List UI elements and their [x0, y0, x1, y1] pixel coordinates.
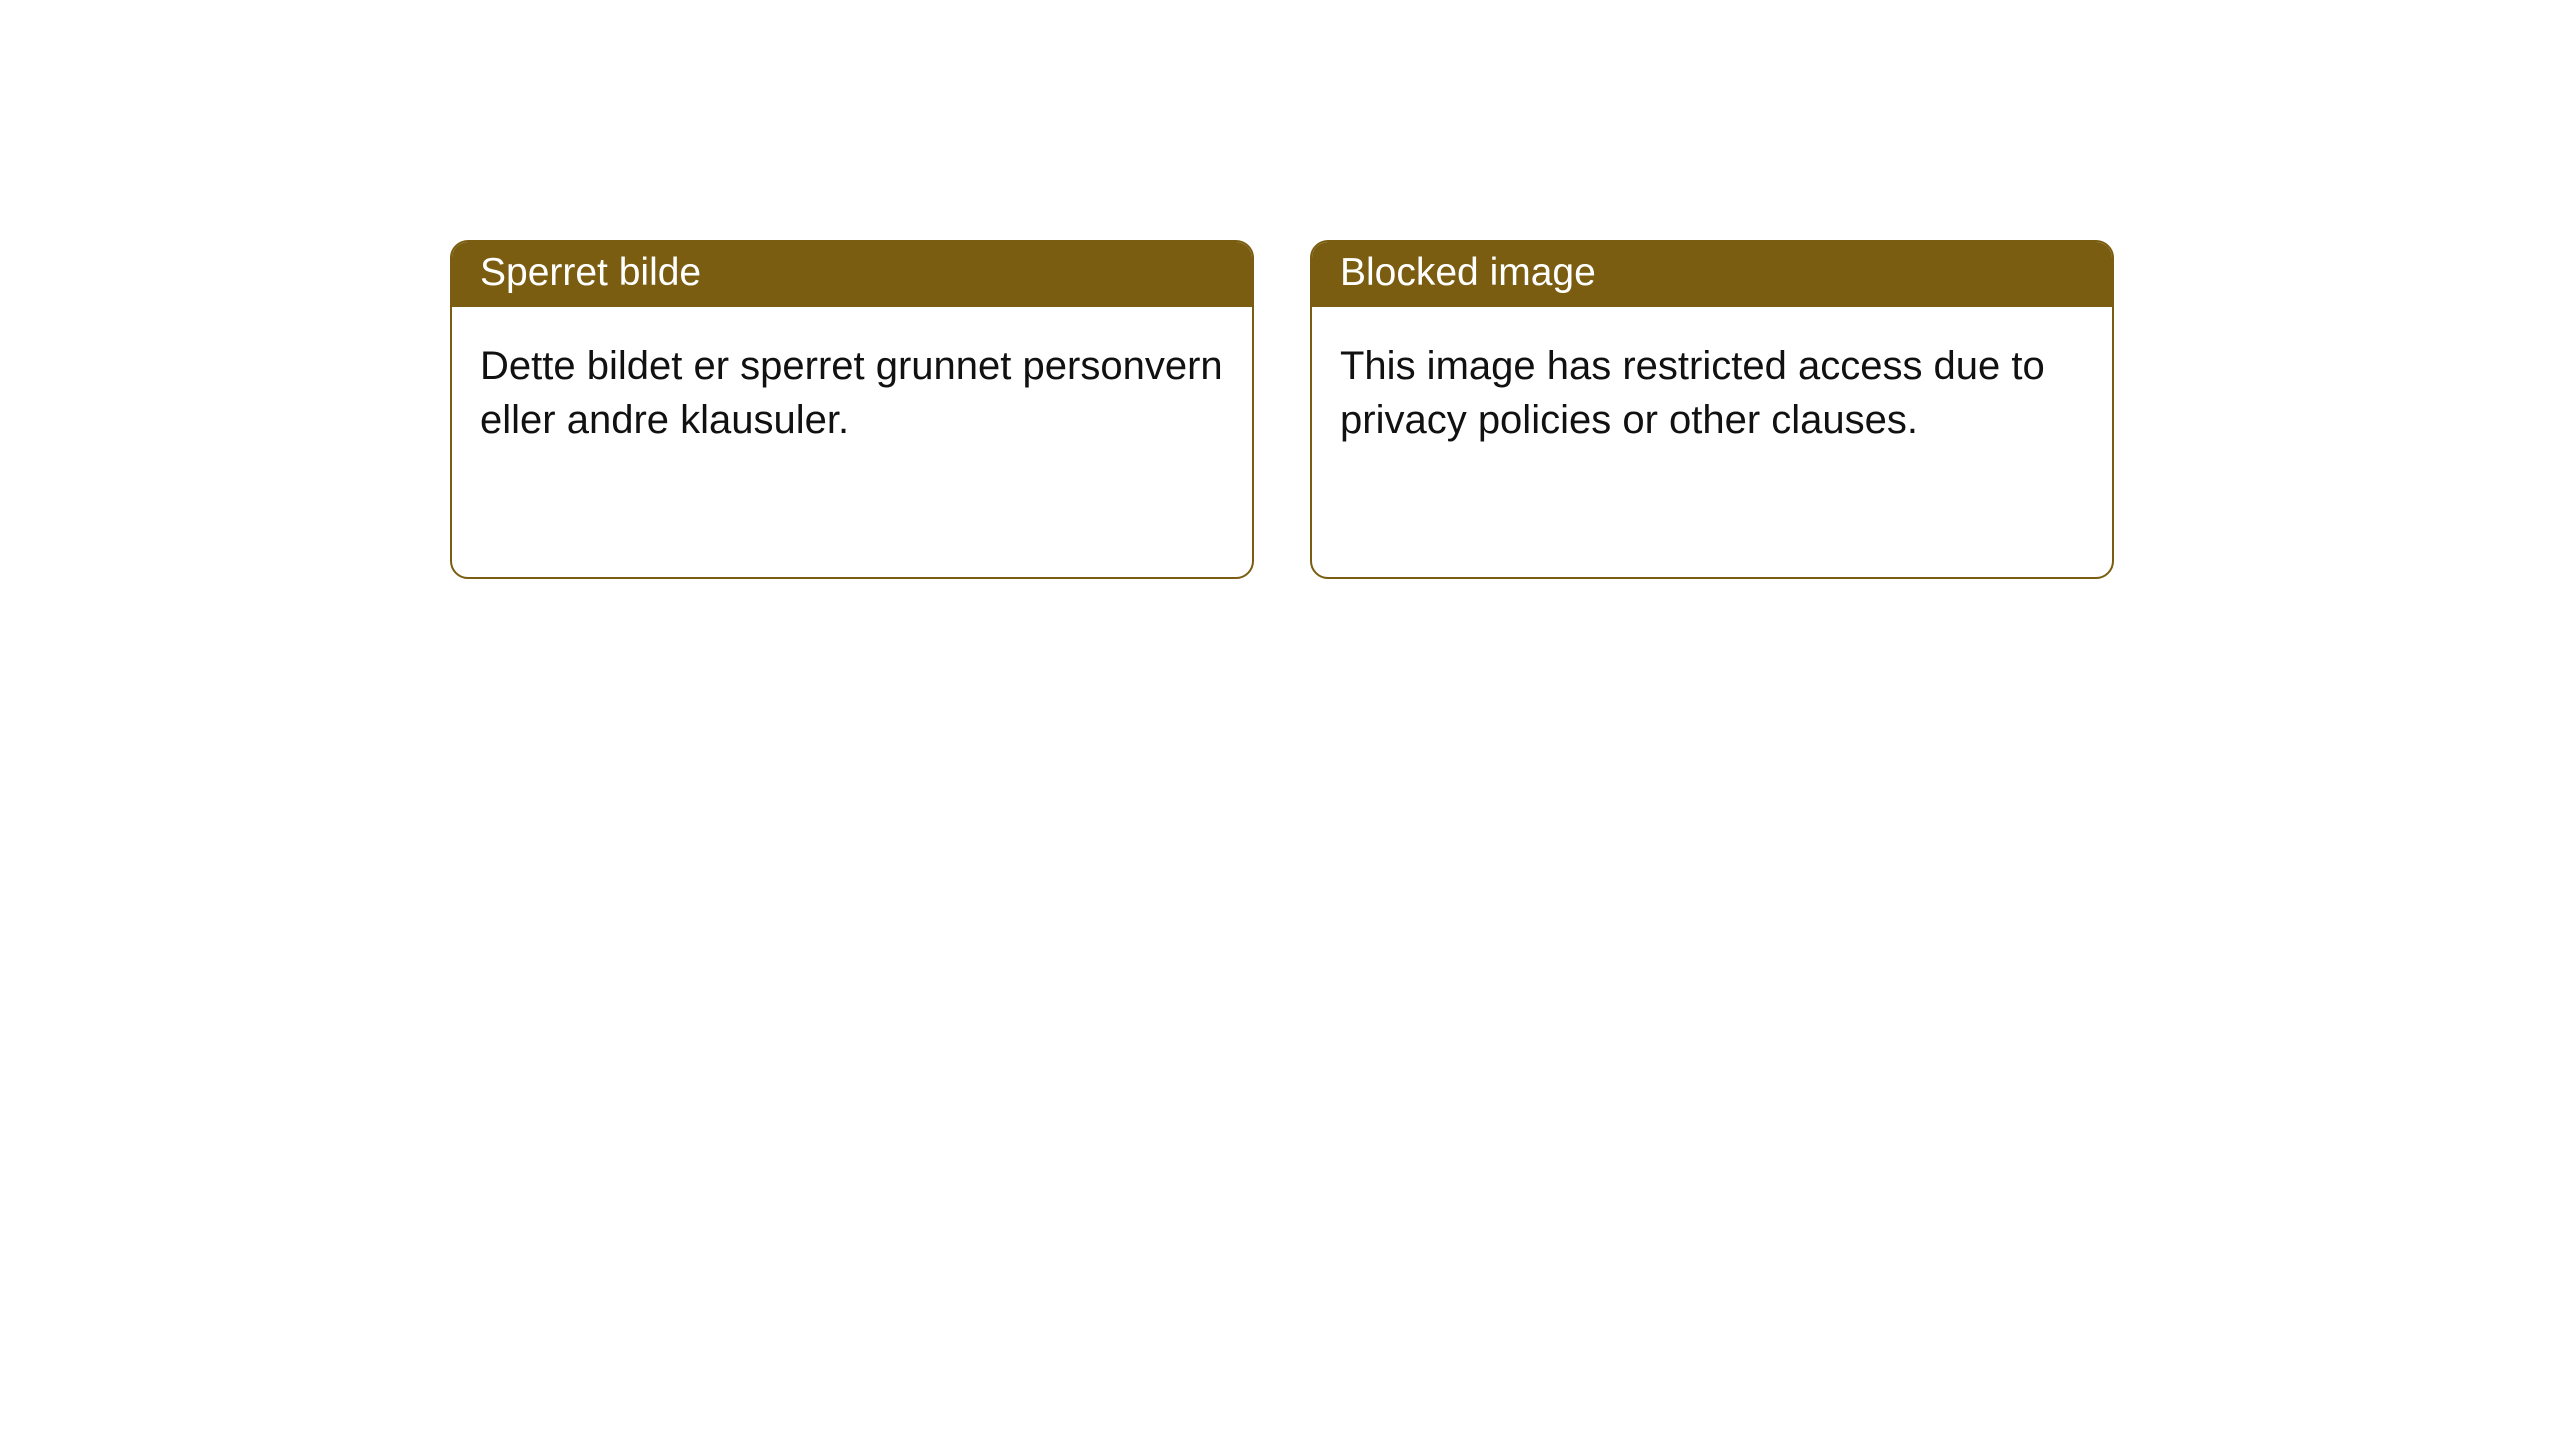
notice-box-no: Sperret bilde Dette bildet er sperret gr…: [450, 240, 1254, 579]
notice-container: Sperret bilde Dette bildet er sperret gr…: [450, 240, 2114, 579]
notice-body-no: Dette bildet er sperret grunnet personve…: [452, 307, 1252, 577]
notice-body-en: This image has restricted access due to …: [1312, 307, 2112, 577]
notice-box-en: Blocked image This image has restricted …: [1310, 240, 2114, 579]
notice-header-en: Blocked image: [1312, 242, 2112, 307]
notice-header-no: Sperret bilde: [452, 242, 1252, 307]
